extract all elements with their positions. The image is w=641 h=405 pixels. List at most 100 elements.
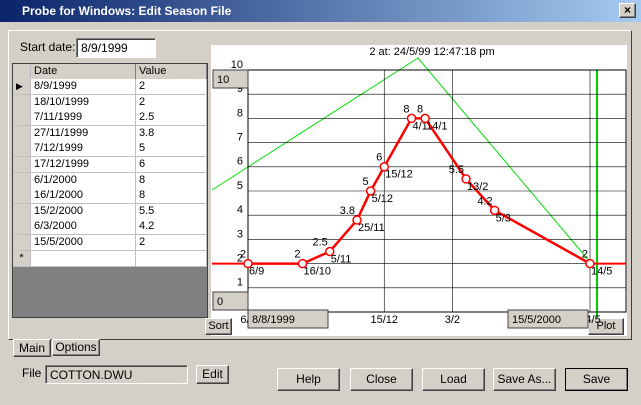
cell: 8 [136,188,207,205]
chart-title: 2 at: 24/5/99 12:47:18 pm [369,46,494,58]
y-max-box-text: 10 [217,74,229,86]
row-indicator [13,172,31,189]
cell: 2 [136,94,207,111]
point-value: 8 [403,103,409,115]
point [379,162,390,172]
point-date: 14/1 [426,120,447,132]
point-date: 14/5 [591,266,612,278]
point [297,258,308,269]
edit-button[interactable]: Edit [196,365,229,384]
point [585,258,595,269]
start-box [247,309,329,329]
plot-button[interactable]: Plot [588,318,624,335]
point-date: 15/12 [385,169,413,181]
row-indicator [13,203,31,220]
y-tick-label: 7 [237,132,243,144]
cell: 5 [136,141,207,158]
row-indicator [13,94,31,111]
point [420,113,430,124]
cell: 7/12/1999 [31,141,136,158]
row-indicator [13,141,31,158]
data-grid: Date Value ▶ 8/9/1999 2 18/10/1999 2 7/11/1999 2… [12,63,208,318]
row-indicator [13,125,31,142]
tab-options[interactable]: Options [52,339,100,356]
cell: 2.5 [136,110,207,127]
point-date: 16/10 [304,266,332,278]
cell: 8/9/1999 [31,79,136,95]
y-tick-label: 5 [237,180,243,192]
row-indicator [13,219,31,236]
cell [136,250,207,267]
load-button[interactable]: Load [422,368,485,391]
y-tick-label: 6 [237,156,243,168]
y-min-box [212,291,249,311]
point [352,215,362,225]
row-indicator [13,188,31,205]
y-tick-label: 8 [237,107,243,119]
cell: 8 [136,172,207,189]
cell: 15/2/2000 [31,203,136,220]
y-tick-label: 9 [237,83,243,95]
point-date: 13/2 [467,181,488,193]
point [461,174,471,184]
cell: 3.8 [136,125,207,142]
cell: 16/1/2000 [31,188,136,205]
cell: 7/11/1999 [31,110,136,127]
point-value: 3.8 [340,205,355,217]
point-value: 5.5 [449,164,464,176]
cell: 6/3/2000 [31,219,136,236]
save-as-button[interactable]: Save As... [493,368,556,391]
point-value: 4.2 [477,195,492,207]
point [365,186,376,196]
row-indicator [13,110,31,127]
cell: 17/12/1999 [31,157,136,173]
save-button[interactable]: Save [565,368,628,391]
y-tick-label: 2 [237,253,243,265]
point-date: 5/12 [372,193,393,205]
y-tick-label: 1 [237,277,243,289]
end-box [507,309,589,329]
cell [31,250,136,267]
cell: 6 [136,157,207,173]
point-value: 8 [417,103,423,115]
start-date-input[interactable]: 8/9/1999 [76,38,156,58]
point-value: 2 [240,249,246,261]
start-box-text: 8/8/1999 [252,314,295,326]
cell: 2 [136,79,207,95]
point [406,113,417,124]
point-date: 5/3 [496,212,511,224]
file-name: COTTON.DWU [45,365,188,384]
y-tick-label: 10 [231,59,243,71]
point-date: 5/11 [331,253,352,265]
outline [211,57,591,263]
start-date-label: Start date: [20,40,76,54]
cell: 5.5 [136,203,207,220]
point [489,205,500,216]
x-tick-label: 3/2 [445,314,460,326]
y-max-box [212,69,249,89]
end-box-text: 15/5/2000 [512,314,561,326]
window-title: Probe for Windows: Edit Season File [22,4,232,18]
close-button[interactable]: Close [350,368,413,391]
close-window[interactable]: × [619,3,636,18]
sort-button[interactable]: Sort [205,318,232,335]
x-tick-label: 15/12 [370,314,398,326]
point-value: 6 [376,152,382,164]
point [325,246,335,257]
cell: 4.2 [136,219,207,236]
help-button[interactable]: Help [277,368,340,391]
cell: 18/10/1999 [31,94,136,111]
point-value: 2.5 [312,236,327,248]
new-row-indicator: * [13,250,31,267]
row-indicator: ▶ [13,79,31,95]
tab-panel [8,30,632,340]
row-indicator [13,235,31,251]
tab-main[interactable]: Main [13,339,51,357]
point-value: 2 [294,249,300,261]
cell: 15/5/2000 [31,235,136,251]
point-date: 25/11 [358,222,385,234]
row-indicator [13,157,31,173]
point-value: 2 [582,249,588,261]
